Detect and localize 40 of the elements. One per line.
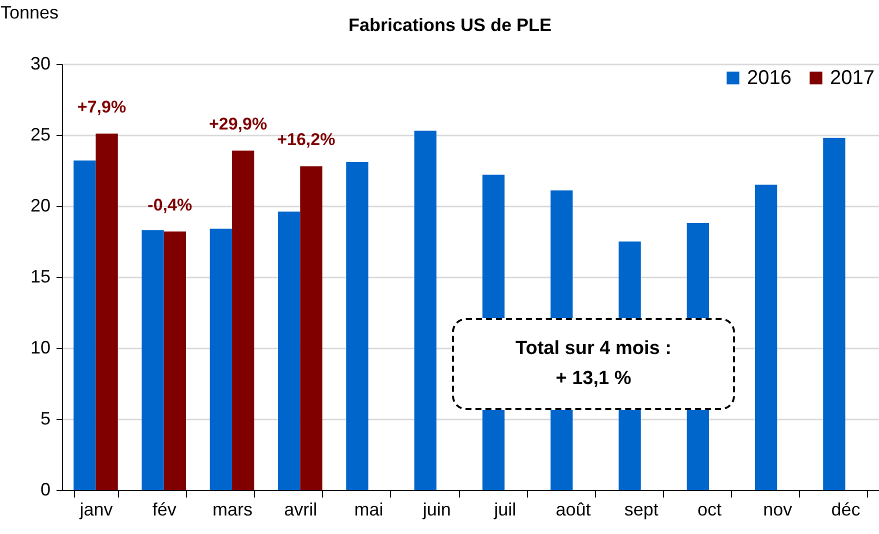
x-tick-label: oct bbox=[697, 500, 722, 520]
bar bbox=[278, 212, 300, 490]
bar bbox=[346, 162, 368, 490]
bar bbox=[164, 232, 186, 490]
y-tick-label: 15 bbox=[30, 266, 50, 286]
bar bbox=[74, 160, 96, 490]
chart-title: Fabrications US de PLE bbox=[348, 15, 552, 35]
legend-label: 2016 bbox=[747, 67, 792, 89]
bar bbox=[300, 166, 322, 490]
x-tick-label: déc bbox=[831, 500, 860, 520]
callout-box: Total sur 4 mois : + 13,1 % bbox=[452, 318, 735, 410]
y-tick-label: 5 bbox=[40, 408, 50, 428]
y-tick-label: 20 bbox=[30, 196, 50, 216]
annotation: -0,4% bbox=[148, 196, 192, 215]
x-tick-label: mai bbox=[354, 500, 384, 520]
x-tick-label: mars bbox=[212, 500, 253, 520]
y-tick-label: 10 bbox=[30, 338, 50, 358]
annotation: +16,2% bbox=[277, 130, 336, 150]
x-tick-label: avril bbox=[284, 500, 318, 520]
legend-label: 2017 bbox=[830, 67, 874, 89]
bar bbox=[823, 138, 846, 490]
x-tick-label: nov bbox=[763, 500, 792, 520]
annotation: +29,9% bbox=[208, 114, 268, 134]
x-tick-label: août bbox=[556, 500, 591, 520]
bar bbox=[232, 150, 254, 490]
y-axis-title: Tonnes bbox=[0, 2, 59, 22]
y-tick-label: 25 bbox=[30, 124, 50, 144]
bar bbox=[142, 230, 164, 490]
x-tick-label: fév bbox=[152, 500, 176, 520]
y-tick-label: 30 bbox=[30, 54, 50, 74]
bar bbox=[210, 228, 232, 490]
bar bbox=[754, 184, 778, 490]
y-tick-label: 0 bbox=[40, 480, 50, 500]
x-tick-label: juin bbox=[422, 500, 451, 520]
x-tick-label: janv bbox=[78, 500, 113, 520]
bar bbox=[96, 134, 118, 490]
annotation: +7,9% bbox=[77, 98, 126, 117]
x-tick-label: sept bbox=[624, 500, 658, 520]
bar bbox=[414, 130, 436, 490]
x-tick-label: juil bbox=[493, 500, 516, 520]
